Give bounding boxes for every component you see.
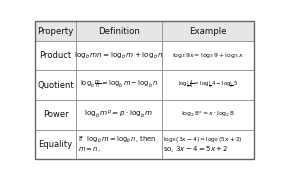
Bar [35,130,76,159]
Bar [76,130,162,159]
Text: Product: Product [39,51,72,60]
Bar [162,100,254,130]
Text: $m = n$.: $m = n$. [78,146,100,153]
Text: $\log_b mn = \log_b m + \log_b n$: $\log_b mn = \log_b m + \log_b n$ [74,50,164,61]
Text: $\log_b m^p = p \cdot \log_b m$: $\log_b m^p = p \cdot \log_b m$ [84,109,154,120]
Bar [76,100,162,130]
Text: Property: Property [37,27,74,36]
Bar [35,70,76,100]
Bar [162,41,254,70]
Bar [76,41,162,70]
Bar [35,100,76,130]
Text: $\log_2 8^x = x \cdot \log_2 8$: $\log_2 8^x = x \cdot \log_2 8$ [181,110,235,119]
Bar [35,41,76,70]
Bar [76,21,162,41]
Text: $\log_8(3x-4) = \log_8(5x+2)$: $\log_8(3x-4) = \log_8(5x+2)$ [163,135,243,144]
Text: Definition: Definition [98,27,140,36]
Bar [162,130,254,159]
Text: Quotient: Quotient [37,81,74,90]
Bar [35,21,76,41]
Text: Example: Example [189,27,227,36]
Text: Power: Power [43,110,68,119]
Bar [76,70,162,100]
Text: so, $3x - 4 = 5x+2$: so, $3x - 4 = 5x+2$ [163,144,229,154]
Text: $\log_3 9x = \log_3 9 + \log_3 x$: $\log_3 9x = \log_3 9 + \log_3 x$ [172,51,244,60]
Text: $\log_{\frac{1}{4}} \frac{4}{5} = \log_{\frac{1}{4}} 4 - \log_{\frac{1}{4}} 5$: $\log_{\frac{1}{4}} \frac{4}{5} = \log_{… [178,79,238,91]
Text: If  $\log_b m = \log_b n$, then: If $\log_b m = \log_b n$, then [78,134,156,145]
Text: $\log_b \frac{m}{n} = \log_b m - \log_b n$: $\log_b \frac{m}{n} = \log_b m - \log_b … [80,79,158,91]
Bar [162,21,254,41]
Bar [162,70,254,100]
Text: Equality: Equality [38,140,72,149]
